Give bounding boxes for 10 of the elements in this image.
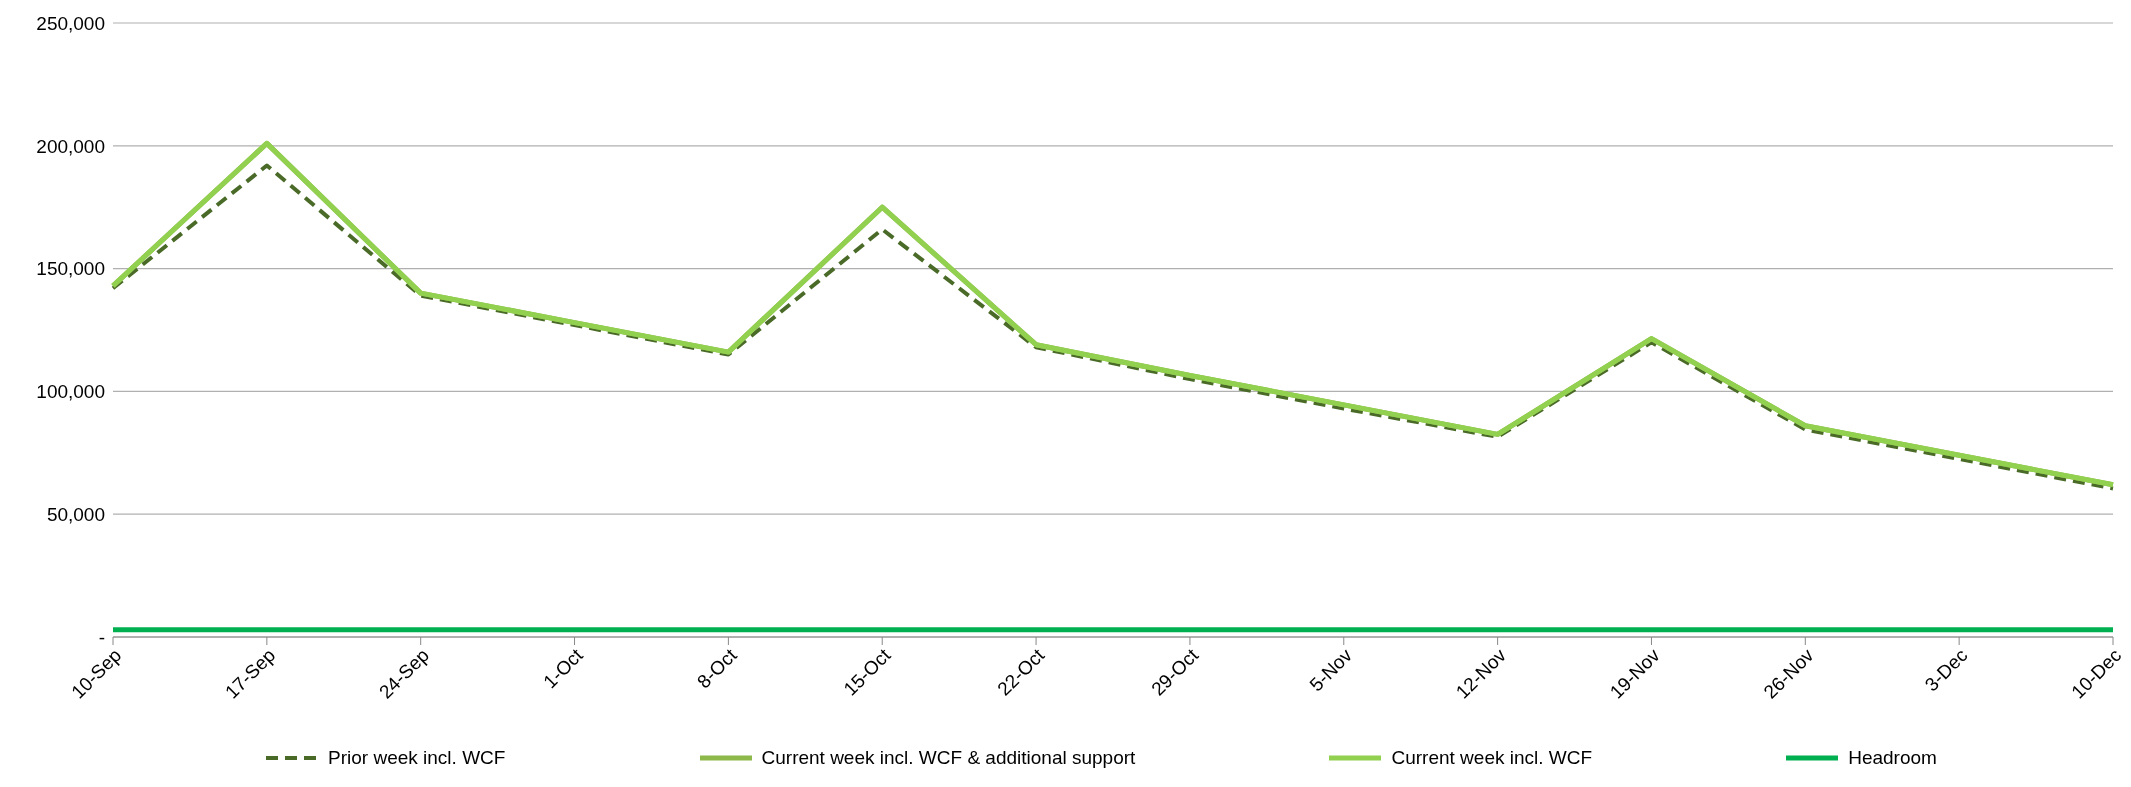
y-tick-label: 150,000: [36, 258, 105, 280]
y-tick-label: 100,000: [36, 381, 105, 403]
legend-label: Current week incl. WCF & additional support: [761, 747, 1136, 769]
y-tick-label: 50,000: [46, 503, 105, 525]
legend-label: Current week incl. WCF: [1391, 747, 1593, 769]
legend-label: Prior week incl. WCF: [328, 747, 506, 769]
y-tick-label: 250,000: [36, 12, 105, 34]
y-tick-label: 200,000: [36, 135, 105, 157]
legend-label: Headroom: [1848, 747, 1937, 769]
y-tick-label: -: [98, 626, 105, 648]
